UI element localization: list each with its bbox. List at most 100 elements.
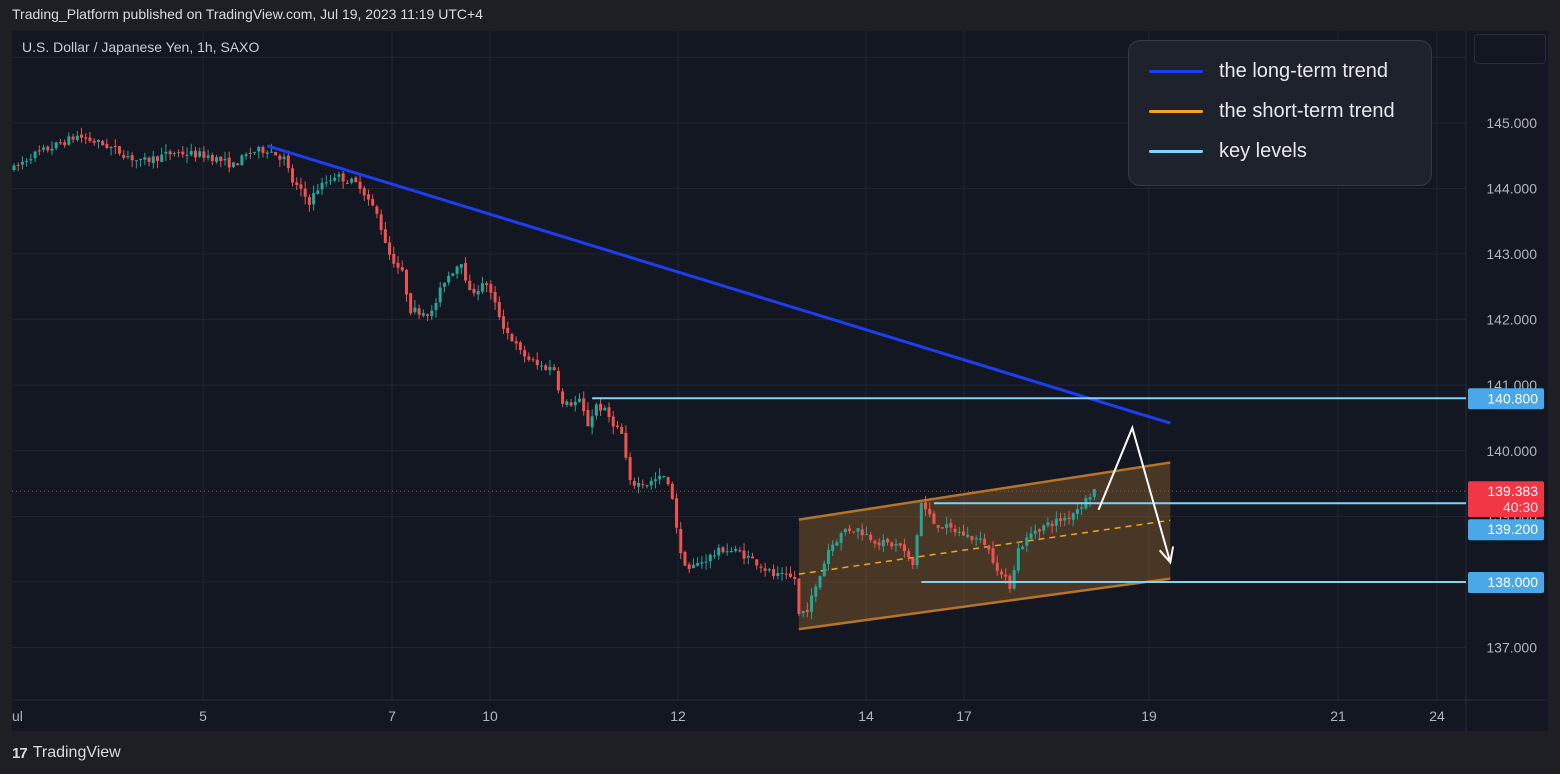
x-tick-label: 21 xyxy=(1330,708,1346,724)
candle-body xyxy=(261,146,265,153)
candle-body xyxy=(320,182,324,190)
candle-body xyxy=(354,177,358,182)
candle-body xyxy=(679,528,683,554)
candle-body xyxy=(628,457,632,481)
candle-body xyxy=(793,576,797,580)
candle-body xyxy=(565,401,569,405)
candle-body xyxy=(58,142,62,144)
candle-body xyxy=(877,542,881,546)
legend-label-key-levels: key levels xyxy=(1219,139,1307,162)
candle-body xyxy=(746,556,750,558)
candle-body xyxy=(801,610,805,614)
candle-body xyxy=(122,154,126,158)
candle-body xyxy=(455,266,459,274)
candle-body xyxy=(531,359,535,361)
candle-body xyxy=(345,182,349,184)
candle-body xyxy=(848,528,852,532)
projection-path xyxy=(1097,424,1172,563)
legend-item-key-levels: key levels xyxy=(1149,136,1307,166)
candle-body xyxy=(649,480,653,486)
candle-body xyxy=(1075,509,1079,514)
footer: 17 TradingView xyxy=(12,744,121,762)
candle-body xyxy=(248,152,252,154)
candle-body xyxy=(708,554,712,562)
candle-body xyxy=(514,341,518,344)
candle-body xyxy=(518,342,522,350)
candle-body xyxy=(358,181,362,189)
candle-body xyxy=(16,164,20,166)
candle-body xyxy=(510,334,514,342)
candle-body xyxy=(54,142,58,149)
candle-body xyxy=(586,409,590,427)
candle-body xyxy=(210,154,214,161)
candle-body xyxy=(886,538,890,543)
candle-body xyxy=(936,524,940,528)
candle-body xyxy=(788,573,792,577)
candle-body xyxy=(729,550,733,553)
candle-body xyxy=(915,535,919,566)
candle-body xyxy=(366,194,370,200)
candle-body xyxy=(721,547,725,553)
candle-body xyxy=(168,151,172,155)
x-tick-label: 17 xyxy=(956,708,972,724)
candle-body xyxy=(185,155,189,157)
candle-body xyxy=(101,141,105,146)
last-price-badge-text: 40:30 xyxy=(1503,499,1538,515)
candle-body xyxy=(561,391,565,404)
candle-body xyxy=(33,151,37,159)
candle-body xyxy=(113,146,117,148)
chart-settings-box[interactable] xyxy=(1474,34,1546,64)
publish-info: Trading_Platform published on TradingVie… xyxy=(12,6,483,22)
candle-body xyxy=(822,563,826,577)
candle-body xyxy=(105,143,109,148)
candle-body xyxy=(831,544,835,551)
candle-body xyxy=(881,539,885,547)
candle-body xyxy=(278,155,282,160)
candle-body xyxy=(497,301,501,318)
candle-body xyxy=(181,151,185,155)
candle-body xyxy=(860,529,864,536)
candle-body xyxy=(303,188,307,197)
candle-body xyxy=(852,531,856,533)
candle-body xyxy=(404,269,408,295)
candle-body xyxy=(869,534,873,540)
candle-body xyxy=(172,153,176,155)
candle-body xyxy=(978,538,982,540)
candle-body xyxy=(379,214,383,230)
candle-body xyxy=(873,540,877,544)
candle-body xyxy=(1088,497,1092,500)
candle-body xyxy=(611,416,615,427)
x-tick-label: ul xyxy=(12,708,23,724)
candle-body xyxy=(29,159,33,161)
candle-body xyxy=(71,136,75,140)
candle-body xyxy=(388,242,392,255)
candle-body xyxy=(421,313,425,316)
candle-body xyxy=(160,154,164,162)
candle-body xyxy=(987,545,991,550)
chart-legend: the long-term trend the short-term trend… xyxy=(1128,40,1432,186)
x-tick-label: 5 xyxy=(199,708,207,724)
candle-body xyxy=(215,157,219,162)
candle-body xyxy=(1059,518,1063,521)
candle-body xyxy=(1025,537,1029,546)
candle-body xyxy=(945,524,949,529)
candle-body xyxy=(269,151,273,153)
candle-body xyxy=(274,151,278,156)
candle-body xyxy=(632,480,636,486)
candle-body xyxy=(227,157,231,168)
candle-body xyxy=(911,558,915,566)
candle-body xyxy=(485,283,489,286)
candle-body xyxy=(282,156,286,159)
last-price-badge-text: 139.383 xyxy=(1487,483,1538,499)
candle-body xyxy=(607,407,611,418)
x-tick-label: 14 xyxy=(858,708,874,724)
candle-body xyxy=(362,188,366,196)
candle-body xyxy=(46,146,50,151)
candle-body xyxy=(1033,530,1037,534)
candle-body xyxy=(20,161,24,165)
candle-body xyxy=(696,562,700,566)
candle-body xyxy=(1063,517,1067,521)
candle-body xyxy=(350,178,354,183)
candle-body xyxy=(396,262,400,268)
